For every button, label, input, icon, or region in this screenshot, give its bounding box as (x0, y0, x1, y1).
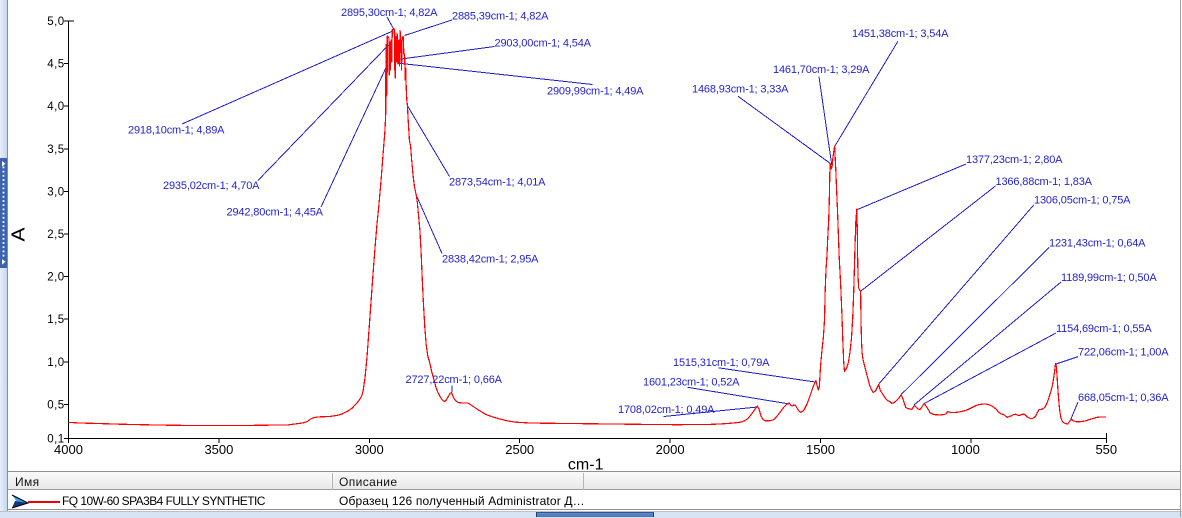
svg-text:2909,99cm-1; 4,49A: 2909,99cm-1; 4,49A (547, 85, 644, 97)
svg-text:1154,69cm-1; 0,55A: 1154,69cm-1; 0,55A (1056, 323, 1152, 335)
svg-text:4,5: 4,5 (47, 59, 65, 71)
svg-text:1366,88cm-1; 1,83A: 1366,88cm-1; 1,83A (996, 176, 1093, 188)
svg-text:2,0: 2,0 (47, 272, 65, 284)
svg-text:2918,10cm-1; 4,89A: 2918,10cm-1; 4,89A (128, 124, 225, 136)
svg-text:2000: 2000 (656, 442, 685, 457)
svg-text:1,0: 1,0 (47, 357, 65, 369)
svg-text:1601,23cm-1; 0,52A: 1601,23cm-1; 0,52A (643, 376, 740, 388)
svg-text:1515,31cm-1; 0,79A: 1515,31cm-1; 0,79A (673, 357, 770, 369)
svg-text:2903,00cm-1; 4,54A: 2903,00cm-1; 4,54A (495, 37, 592, 49)
svg-text:1231,43cm-1; 0,64A: 1231,43cm-1; 0,64A (1049, 238, 1146, 250)
svg-text:668,05cm-1; 0,36A: 668,05cm-1; 0,36A (1078, 392, 1169, 404)
svg-text:2873,54cm-1; 4,01A: 2873,54cm-1; 4,01A (449, 177, 546, 189)
svg-text:2942,80cm-1; 4,45A: 2942,80cm-1; 4,45A (227, 207, 324, 219)
svg-text:1451,38cm-1; 3,54A: 1451,38cm-1; 3,54A (852, 28, 949, 40)
svg-text:5,0: 5,0 (47, 16, 65, 28)
svg-text:1461,70cm-1; 3,29A: 1461,70cm-1; 3,29A (773, 64, 870, 76)
svg-text:1000: 1000 (951, 442, 980, 457)
svg-text:1468,93cm-1; 3,33A: 1468,93cm-1; 3,33A (692, 84, 789, 96)
svg-text:2727,22cm-1; 0,66A: 2727,22cm-1; 0,66A (406, 374, 503, 386)
svg-text:4,0: 4,0 (47, 101, 65, 113)
svg-text:A: A (8, 227, 29, 242)
svg-text:2,5: 2,5 (47, 229, 65, 241)
svg-text:1377,23cm-1; 2,80A: 1377,23cm-1; 2,80A (966, 154, 1063, 166)
svg-text:2838,42cm-1; 2,95A: 2838,42cm-1; 2,95A (442, 253, 539, 265)
svg-text:1,5: 1,5 (47, 314, 65, 326)
svg-text:2895,30cm-1; 4,82A: 2895,30cm-1; 4,82A (341, 7, 438, 19)
svg-text:1500: 1500 (806, 442, 835, 457)
svg-text:cm-1: cm-1 (568, 457, 604, 474)
svg-text:1306,05cm-1; 0,75A: 1306,05cm-1; 0,75A (1034, 194, 1131, 206)
svg-text:722,06cm-1; 1,00A: 722,06cm-1; 1,00A (1078, 347, 1169, 359)
svg-text:3,0: 3,0 (47, 186, 65, 198)
svg-text:2500: 2500 (505, 442, 534, 457)
svg-text:2885,39cm-1; 4,82A: 2885,39cm-1; 4,82A (452, 10, 549, 22)
svg-text:2935,02cm-1; 4,70A: 2935,02cm-1; 4,70A (163, 180, 260, 192)
svg-text:1708,02cm-1; 0,49A: 1708,02cm-1; 0,49A (618, 404, 715, 416)
svg-text:0,1: 0,1 (47, 434, 65, 446)
svg-text:4000: 4000 (54, 442, 83, 457)
svg-text:550: 550 (1095, 442, 1117, 457)
svg-text:1189,99cm-1; 0,50A: 1189,99cm-1; 0,50A (1061, 272, 1157, 284)
svg-text:3000: 3000 (355, 442, 384, 457)
svg-text:3,5: 3,5 (47, 144, 65, 156)
svg-text:3500: 3500 (204, 442, 233, 457)
svg-text:0,5: 0,5 (47, 399, 65, 411)
